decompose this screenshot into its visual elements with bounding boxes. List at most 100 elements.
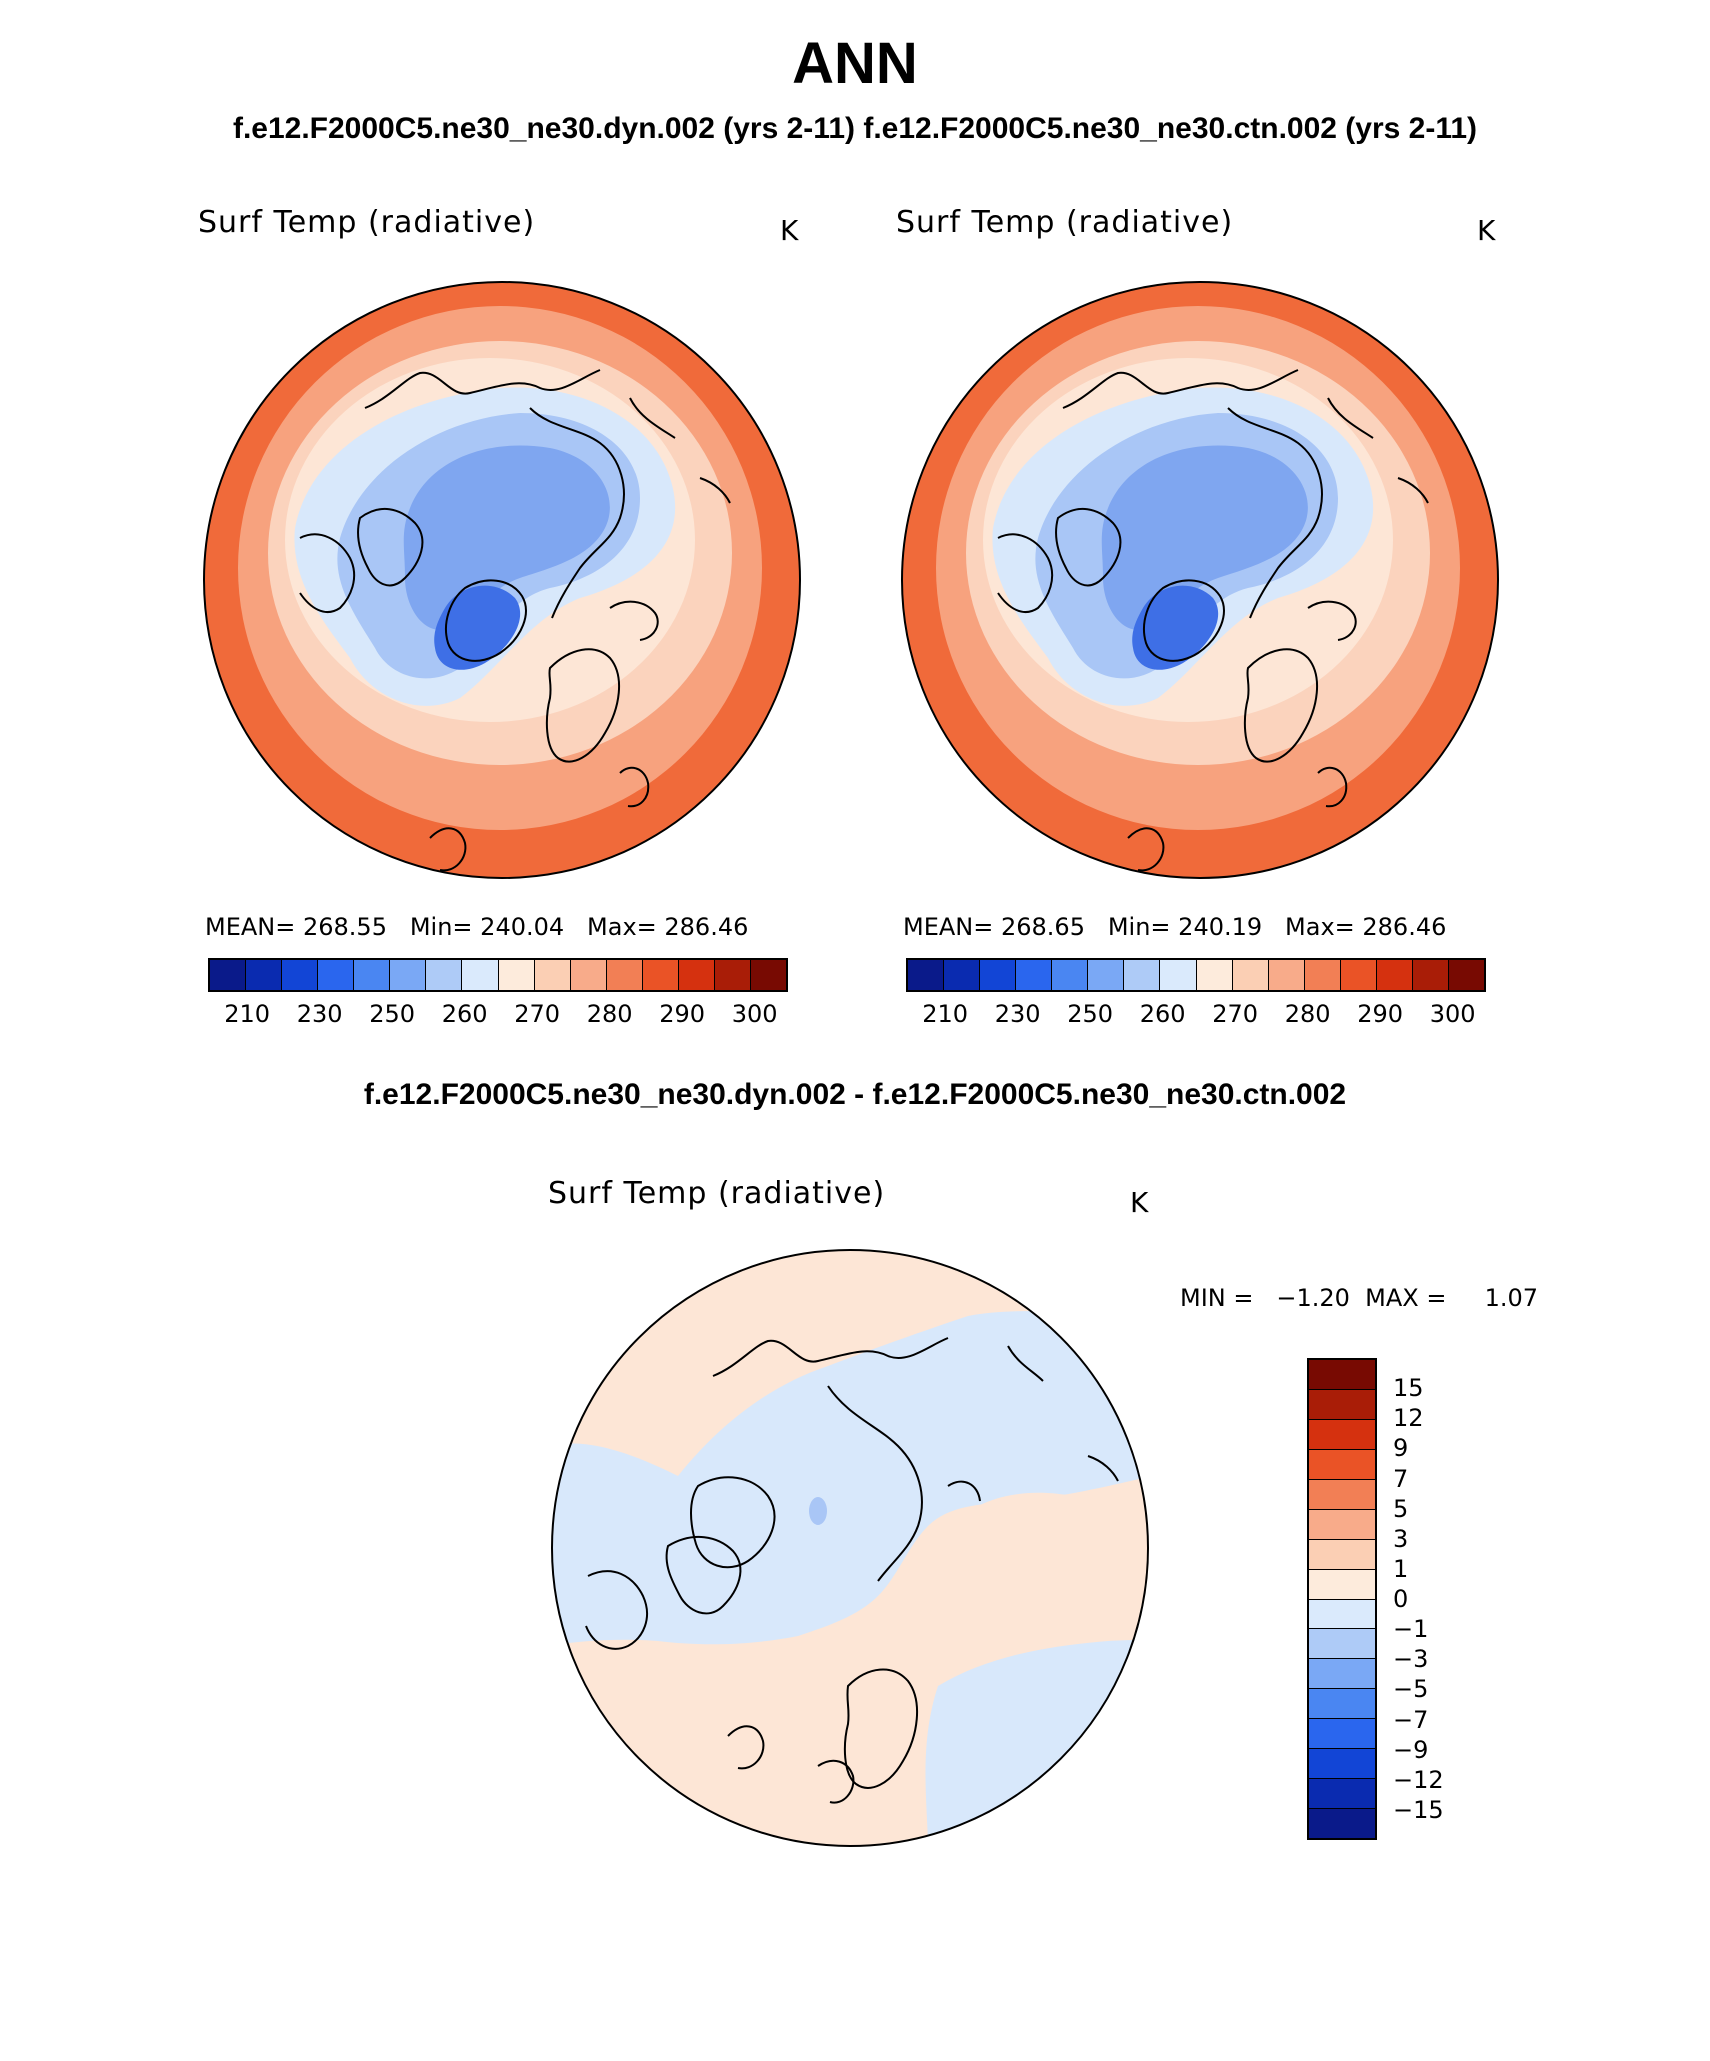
colorbar-tick-label: −12: [1393, 1765, 1444, 1794]
colorbar-tick-label: 7: [1393, 1464, 1409, 1493]
panel1-field-cool-deep: [403, 445, 610, 630]
colorbar-tick-label: 270: [1212, 1000, 1259, 1028]
panel2-coastlines: [997, 369, 1429, 872]
difference-title: f.e12.F2000C5.ne30_ne30.dyn.002 - f.e12.…: [363, 1078, 1347, 1111]
colorbar-swatch: [1309, 1479, 1375, 1510]
colorbar-swatch: [570, 960, 607, 990]
colorbar-tick-label: 15: [1393, 1374, 1424, 1403]
colorbar-swatch: [980, 960, 1017, 990]
colorbar-swatch: [1309, 1749, 1375, 1780]
colorbar-swatch: [1088, 960, 1125, 990]
colorbar-swatch: [1160, 960, 1197, 990]
panel2-colorbar: [906, 958, 1486, 992]
colorbar-swatch: [1309, 1599, 1375, 1630]
colorbar-tick-label: 230: [296, 1000, 343, 1028]
panel2-unit: K: [1477, 214, 1496, 247]
colorbar-tick-label: 280: [586, 1000, 633, 1028]
colorbar-tick-label: 300: [731, 1000, 778, 1028]
colorbar-swatch: [1016, 960, 1053, 990]
panel1-map: [203, 281, 801, 879]
colorbar-swatch: [714, 960, 751, 990]
colorbar-swatch: [1412, 960, 1449, 990]
colorbar-swatch: [606, 960, 643, 990]
panel2-stats: MEAN= 268.65 Min= 240.19 Max= 286.46: [903, 913, 1447, 941]
diff-minmax: MIN = −1.20 MAX = 1.07: [1180, 1284, 1539, 1312]
colorbar-tick-label: 210: [922, 1000, 969, 1028]
colorbar-swatch: [246, 960, 283, 990]
colorbar-swatch: [1196, 960, 1233, 990]
colorbar-swatch: [390, 960, 427, 990]
colorbar-swatch: [1309, 1779, 1375, 1810]
colorbar-tick-label: −7: [1393, 1705, 1429, 1734]
colorbar-swatch: [1309, 1659, 1375, 1690]
colorbar-swatch: [534, 960, 571, 990]
difference-map: [551, 1249, 1149, 1847]
colorbar-swatch: [1376, 960, 1413, 990]
colorbar-swatch: [1448, 960, 1484, 990]
colorbar-swatch: [1309, 1539, 1375, 1570]
colorbar-swatch: [426, 960, 463, 990]
panel2-map: [901, 281, 1499, 879]
colorbar-tick-label: 260: [441, 1000, 488, 1028]
panel1-colorbar: [208, 958, 788, 992]
colorbar-tick-label: 270: [514, 1000, 561, 1028]
diff-field-negative-blob: [809, 1497, 827, 1525]
panel1-stats: MEAN= 268.55 Min= 240.04 Max= 286.46: [205, 913, 749, 941]
colorbar-tick-label: 250: [1067, 1000, 1114, 1028]
colorbar-swatch: [354, 960, 391, 990]
colorbar-tick-label: −9: [1393, 1735, 1429, 1764]
colorbar-swatch: [1309, 1569, 1375, 1600]
colorbar-swatch: [944, 960, 981, 990]
colorbar-tick-label: 260: [1139, 1000, 1186, 1028]
colorbar-swatch: [1309, 1419, 1375, 1450]
colorbar-tick-label: 0: [1393, 1585, 1409, 1613]
colorbar-swatch: [498, 960, 535, 990]
colorbar-swatch: [1340, 960, 1377, 990]
colorbar-swatch: [1052, 960, 1089, 990]
diff-field-positive-east: [976, 1492, 1139, 1609]
colorbar-swatch: [678, 960, 715, 990]
colorbar-swatch: [1309, 1629, 1375, 1660]
panel2-title: Surf Temp (radiative): [896, 205, 1234, 240]
difference-colorbar: [1307, 1358, 1377, 1840]
difference-colorbar-labels: 15 12 9 7 5 3 1 0 −1 −3 −5 −7 −9 −12 −15: [1393, 1358, 1473, 1840]
colorbar-swatch: [1309, 1360, 1375, 1390]
panel1-field-cool-core: [434, 585, 521, 670]
colorbar-swatch: [282, 960, 319, 990]
colorbar-tick-label: 300: [1429, 1000, 1476, 1028]
colorbar-tick-label: 290: [1357, 1000, 1404, 1028]
panel1-colorbar-labels: 210 230 250 260 270 280 290 300: [208, 1000, 788, 1030]
colorbar-swatch: [642, 960, 679, 990]
panel2-field-cool-core: [1132, 585, 1219, 670]
colorbar-tick-label: 250: [369, 1000, 416, 1028]
panel2-colorbar-labels: 210 230 250 260 270 280 290 300: [906, 1000, 1486, 1030]
colorbar-tick-label: −3: [1393, 1645, 1429, 1674]
page-title: ANN: [792, 31, 918, 96]
diff-coastlines: [585, 1337, 1119, 1804]
colorbar-tick-label: −15: [1393, 1795, 1444, 1824]
colorbar-tick-label: 230: [994, 1000, 1041, 1028]
colorbar-tick-label: 12: [1393, 1404, 1424, 1433]
colorbar-tick-label: 290: [659, 1000, 706, 1028]
colorbar-swatch: [1309, 1719, 1375, 1750]
colorbar-swatch: [210, 960, 247, 990]
colorbar-tick-label: 5: [1393, 1494, 1409, 1523]
colorbar-swatch: [1309, 1449, 1375, 1480]
colorbar-swatch: [1309, 1389, 1375, 1420]
panel1-coastlines: [299, 369, 731, 872]
colorbar-swatch: [1232, 960, 1269, 990]
colorbar-tick-label: −1: [1393, 1615, 1429, 1644]
diff-panel-unit: K: [1130, 1186, 1149, 1219]
colorbar-swatch: [750, 960, 786, 990]
diff-panel-title: Surf Temp (radiative): [548, 1176, 886, 1211]
panel1-unit: K: [780, 214, 799, 247]
panel1-title: Surf Temp (radiative): [198, 205, 536, 240]
colorbar-swatch: [1309, 1509, 1375, 1540]
colorbar-swatch: [908, 960, 945, 990]
colorbar-swatch: [1268, 960, 1305, 990]
colorbar-tick-label: 210: [224, 1000, 271, 1028]
diff-field-negative-main: [552, 1306, 1148, 1646]
colorbar-tick-label: 3: [1393, 1524, 1409, 1553]
panel2-field-cool-deep: [1101, 445, 1308, 630]
colorbar-swatch: [1124, 960, 1161, 990]
